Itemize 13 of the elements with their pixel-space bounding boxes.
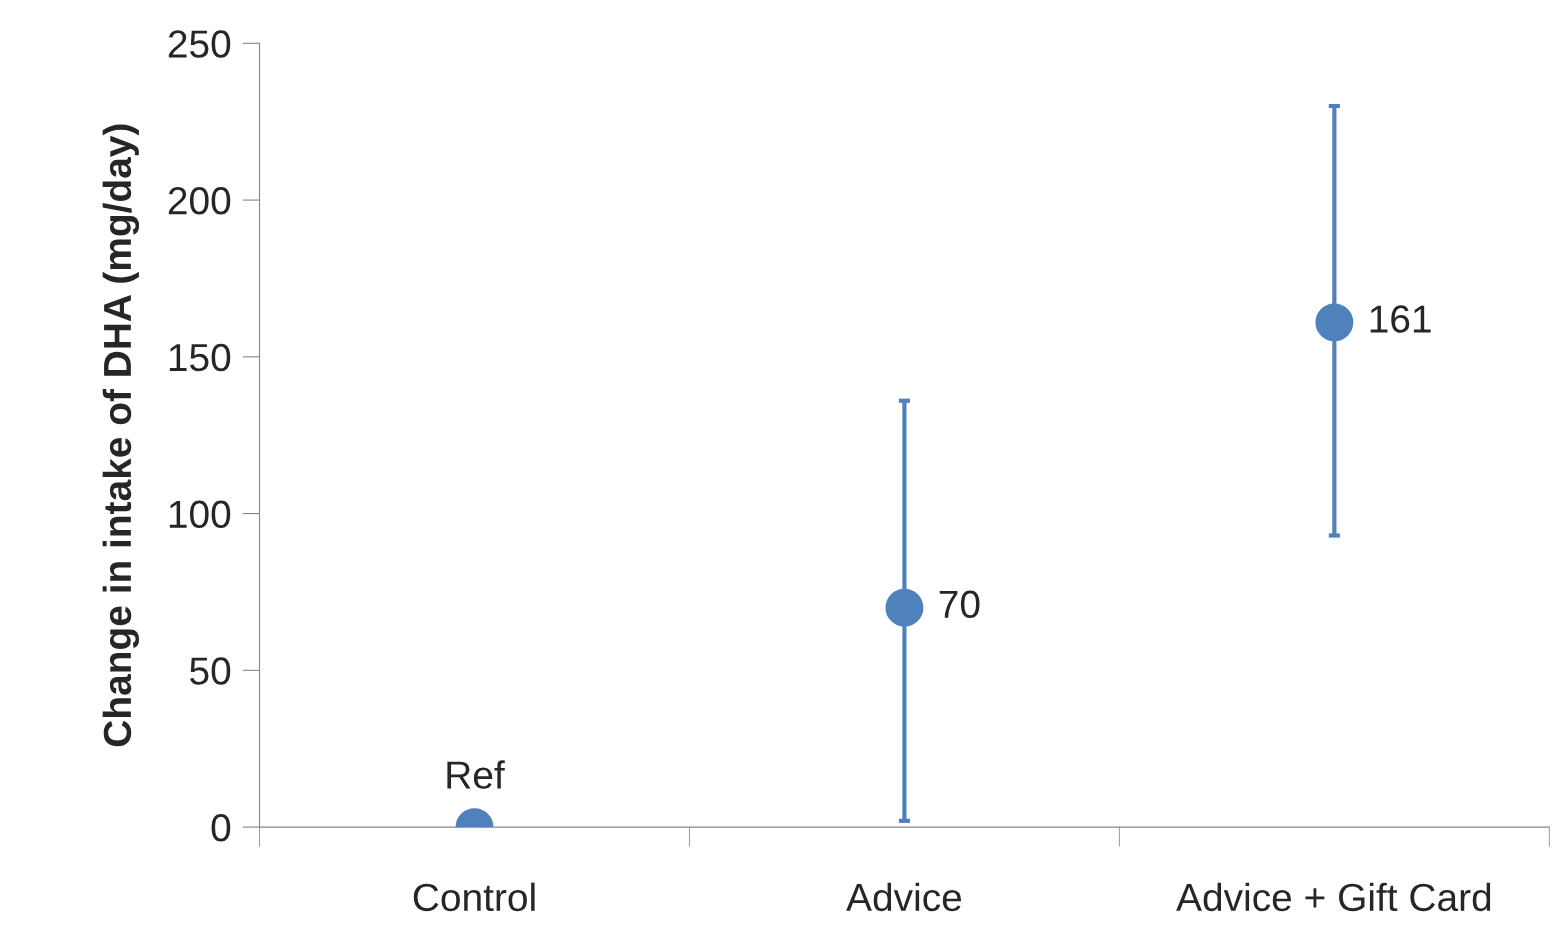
- y-axis-title: Change in intake of DHA (mg/day): [102, 124, 140, 747]
- x-tick-label: Advice + Gift Card: [1176, 882, 1491, 912]
- y-tick-label: 100: [169, 500, 231, 529]
- data-label: 70: [939, 590, 980, 619]
- data-label: 161: [1370, 305, 1431, 333]
- y-tick-label: 250: [168, 30, 231, 58]
- x-tick-label: Control: [413, 882, 535, 912]
- x-tick-label: Advice: [846, 882, 962, 912]
- y-tick-label: 50: [190, 657, 231, 685]
- y-tick-label: 150: [169, 343, 231, 372]
- y-tick-label: 200: [168, 187, 231, 215]
- y-tick-label: 0: [211, 814, 231, 842]
- data-label: Ref: [447, 760, 505, 789]
